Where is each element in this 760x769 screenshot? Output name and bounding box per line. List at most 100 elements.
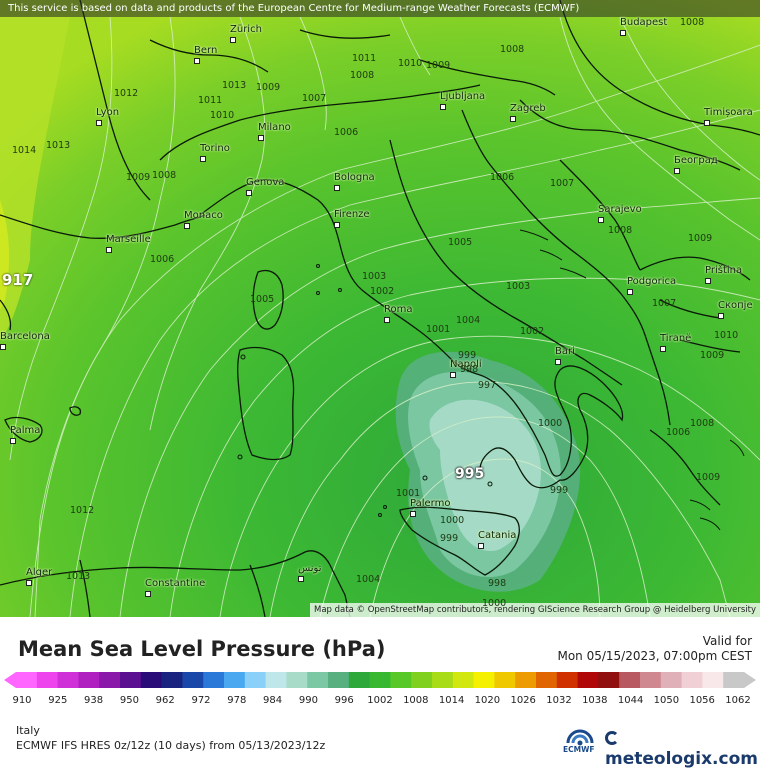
city-marker-icon <box>0 344 6 350</box>
scale-swatch <box>577 672 599 688</box>
isobar-value: 998 <box>460 364 479 375</box>
scale-tick-label: 962 <box>155 695 175 706</box>
city-name: Скопје <box>718 300 753 311</box>
city-label: Roma <box>384 304 413 326</box>
city-name: Bologna <box>334 172 375 183</box>
city-marker-icon <box>620 30 626 36</box>
valid-date: Mon 05/15/2023, 07:00pm CEST <box>557 649 752 663</box>
city-name: Roma <box>384 304 413 315</box>
city-marker-icon <box>106 247 112 253</box>
city-label: Marseille <box>106 234 151 256</box>
scale-tick-label: 996 <box>334 695 354 706</box>
city-name: Zagreb <box>510 103 546 114</box>
scale-swatch <box>328 672 350 688</box>
ecmwf-logo-text: ECMWF <box>563 745 595 754</box>
isobar-value: 1000 <box>482 598 507 609</box>
city-name: Barcelona <box>0 331 50 342</box>
city-name: Београд <box>674 155 718 166</box>
city-label: Bern <box>194 45 217 67</box>
isobar-value: 997 <box>478 380 497 391</box>
isobar-value: 1004 <box>456 315 481 326</box>
scale-swatch <box>286 672 308 688</box>
city-name: Zürich <box>230 24 262 35</box>
scale-right-arrow-icon <box>744 672 756 688</box>
scale-tick-label: 978 <box>227 695 247 706</box>
city-name: Priština <box>705 265 743 276</box>
city-name: Timișoara <box>704 107 753 118</box>
isobar-value: 1014 <box>12 145 37 156</box>
scale-swatch <box>203 672 225 688</box>
city-label: Budapest <box>620 17 667 39</box>
ecmwf-banner: This service is based on data and produc… <box>0 0 760 17</box>
isobar-value: 1013 <box>66 571 91 582</box>
color-scale-ticks: 910 925 938 950 962 972 978 984 990 996 1002 1008 10… <box>0 695 760 709</box>
isobar-value: 1006 <box>666 427 691 438</box>
scale-swatch <box>432 672 454 688</box>
color-scale-bar <box>4 672 756 688</box>
scale-left-arrow-icon <box>4 672 16 688</box>
isobar-value: 1002 <box>520 326 545 337</box>
city-label: Priština <box>705 265 742 287</box>
isobar-value: 1006 <box>150 254 175 265</box>
map-footer: Mean Sea Level Pressure (hPa) Valid for … <box>0 617 760 769</box>
city-label: Constantine <box>145 578 205 600</box>
city-name: Palma <box>10 425 41 436</box>
scale-tick-label: 1038 <box>582 695 608 706</box>
city-label: Napoli <box>450 359 482 381</box>
scale-swatch <box>224 672 246 688</box>
meteologix-logo-icon <box>605 731 619 745</box>
city-marker-icon <box>440 104 446 110</box>
city-marker-icon <box>598 217 604 223</box>
isobar-value: 1013 <box>46 140 71 151</box>
city-marker-icon <box>555 359 561 365</box>
city-marker-icon <box>246 190 252 196</box>
city-label: Bari <box>555 346 575 368</box>
low-pressure-label: 995 <box>455 466 485 482</box>
isobar-value: 1006 <box>490 172 515 183</box>
scale-swatch <box>411 672 433 688</box>
city-label: Ljubljana <box>440 91 485 113</box>
scale-swatch <box>556 672 579 688</box>
city-name: Milano <box>258 122 291 133</box>
isobar-value: 1001 <box>396 488 421 499</box>
city-label: Timișoara <box>704 107 753 129</box>
scale-tick-label: 1056 <box>689 695 715 706</box>
isobar-value: 1008 <box>608 225 633 236</box>
isobar-value: 1009 <box>126 172 151 183</box>
city-marker-icon <box>145 591 151 597</box>
city-name: Napoli <box>450 359 482 370</box>
isobar-value: 1007 <box>652 298 677 309</box>
model-run-label: ECMWF IFS HRES 0z/12z (10 days) from 05/… <box>16 739 326 752</box>
city-label: Firenze <box>334 209 370 231</box>
city-name: Constantine <box>145 578 206 589</box>
isobar-value: 1007 <box>302 93 327 104</box>
meteologix-brand[interactable]: meteologix.com <box>605 729 760 769</box>
pressure-map[interactable]: This service is based on data and produc… <box>0 0 760 617</box>
city-marker-icon <box>334 185 340 191</box>
isobar-value: 1008 <box>680 17 705 28</box>
scale-swatch <box>161 672 183 688</box>
city-label: Zürich <box>230 24 262 46</box>
city-label: Tiranë <box>660 333 691 355</box>
scale-tick-label: 972 <box>191 695 211 706</box>
isobar-value: 1009 <box>696 472 721 483</box>
scale-swatch <box>244 672 267 688</box>
city-label: Београд <box>674 155 718 177</box>
scale-tick-label: 910 <box>12 695 32 706</box>
map-attribution[interactable]: Map data © OpenStreetMap contributors, r… <box>310 603 760 617</box>
city-name: Sarajevo <box>598 204 642 215</box>
isobar-value: 1006 <box>334 127 359 138</box>
city-name: Bari <box>555 346 575 357</box>
city-marker-icon <box>660 346 666 352</box>
city-marker-icon <box>410 511 416 517</box>
scale-swatch <box>660 672 683 688</box>
city-marker-icon <box>96 120 102 126</box>
isobar-value: 917 <box>2 271 34 289</box>
scale-swatch <box>515 672 537 688</box>
isobar-value: 1002 <box>370 286 395 297</box>
city-marker-icon <box>627 289 633 295</box>
city-name: Marseille <box>106 234 151 245</box>
scale-tick-label: 938 <box>84 695 104 706</box>
city-name: Bern <box>194 45 218 56</box>
map-title: Mean Sea Level Pressure (hPa) <box>18 637 386 661</box>
